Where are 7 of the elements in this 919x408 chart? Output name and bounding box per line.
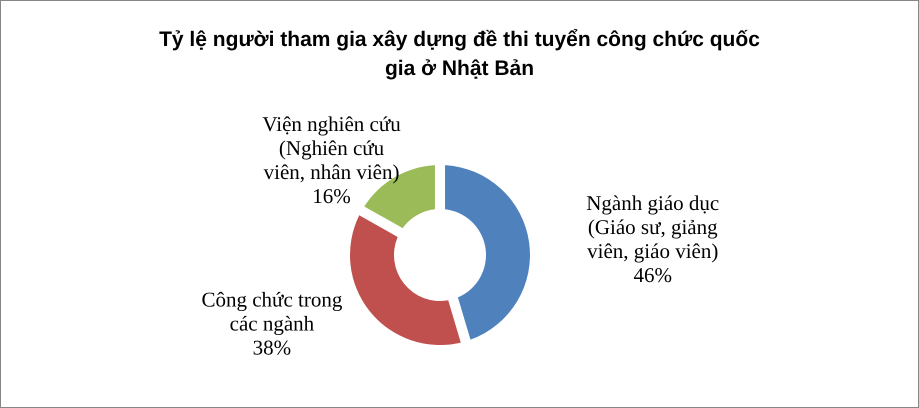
slice-label: Ngành giáo dục (Giáo sư, giảng viên, giáo viên): [586, 191, 720, 264]
data-label: 46%: [634, 263, 672, 288]
slice-label: Công chức trong các ngành: [201, 288, 343, 336]
chart-title: Tỷ lệ người tham gia xây dựng đề thi tuyển công chức quốc gia ở Nhật Bản: [159, 28, 760, 80]
slice-label: Viện nghiên cứu (Nghiên cứu viên, nhân viên): [262, 112, 402, 184]
data-label: 16%: [312, 184, 351, 208]
data-label: 38%: [252, 336, 292, 360]
